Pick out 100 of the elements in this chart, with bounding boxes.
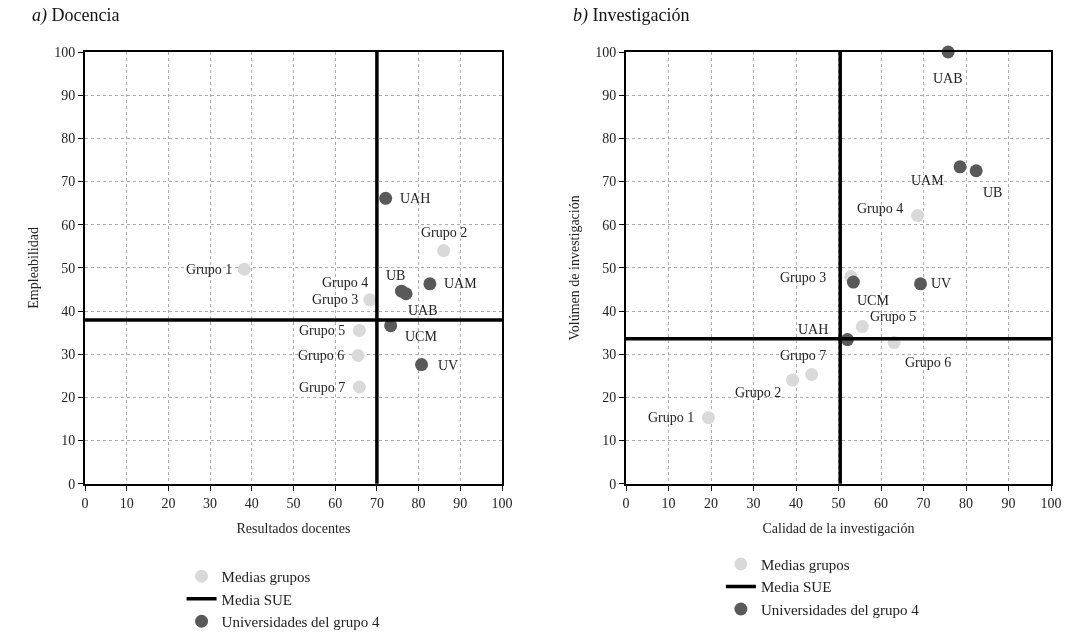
legend-label: Universidades del grupo 4 <box>221 614 380 631</box>
x-tick-label: 50 <box>286 495 301 511</box>
x-tick-label: 100 <box>491 495 513 511</box>
y-axis-title: Volúmen de investigación <box>567 195 583 341</box>
y-axis-title: Empleabilidad <box>26 227 42 309</box>
y-tick-label: 60 <box>61 217 76 233</box>
y-tick-label: 70 <box>61 174 76 190</box>
y-tick-label: 30 <box>61 347 76 363</box>
x-tick-label: 50 <box>831 495 846 511</box>
y-tick-label: 30 <box>602 347 617 363</box>
point <box>363 293 377 307</box>
y-tick-label: 90 <box>602 88 617 104</box>
x-tick-label: 30 <box>203 495 218 511</box>
annotation: UAH <box>400 191 431 206</box>
x-tick-label: 80 <box>959 495 973 511</box>
x-tick-label: 40 <box>789 495 803 511</box>
x-tick-label: 70 <box>916 495 931 511</box>
x-tick-label: 0 <box>622 495 630 511</box>
y-tick-label: 20 <box>602 390 617 406</box>
x-tick-label: 60 <box>874 495 888 511</box>
y-tick-label: 80 <box>602 131 617 147</box>
x-tick-label: 30 <box>746 495 761 511</box>
point <box>855 320 869 334</box>
x-tick-label: 10 <box>119 495 134 511</box>
annotation: UAB <box>408 303 438 318</box>
y-tick-label: 0 <box>609 476 617 492</box>
annotation: Grupo 2 <box>421 225 468 240</box>
chart-title: a) Docencia <box>32 5 120 26</box>
annotation: Grupo 4 <box>857 201 904 216</box>
y-tick-label: 70 <box>602 174 617 190</box>
point <box>911 209 925 223</box>
annotation: Grupo 7 <box>780 348 827 363</box>
annotation: Grupo 3 <box>780 270 827 285</box>
x-tick-label: 10 <box>661 495 676 511</box>
x-tick-label: 90 <box>1001 495 1016 511</box>
annotation: UAM <box>444 276 478 291</box>
x-axis-title: Calidad de la investigación <box>762 521 915 537</box>
x-tick-label: 70 <box>369 495 384 511</box>
legend-label: Medias grupos <box>221 569 311 586</box>
point <box>415 358 429 372</box>
annotation: UCM <box>857 293 890 308</box>
annotation: UAM <box>911 173 945 188</box>
y-tick-label: 100 <box>54 44 76 60</box>
y-tick-label: 50 <box>61 260 76 276</box>
x-tick-label: 90 <box>453 495 468 511</box>
point <box>953 160 967 174</box>
annotation: UB <box>983 185 1003 200</box>
point <box>351 349 365 362</box>
annotation: UV <box>438 358 459 373</box>
y-tick-label: 40 <box>61 303 76 319</box>
annotation: Grupo 3 <box>312 292 359 307</box>
point <box>914 277 928 291</box>
annotation: Grupo 4 <box>322 275 369 290</box>
annotation: Grupo 7 <box>299 380 346 395</box>
y-tick-label: 60 <box>602 217 617 233</box>
legend-label: Media SUE <box>221 591 292 608</box>
annotation: Grupo 6 <box>298 348 345 363</box>
point <box>846 275 860 289</box>
x-axis-title: Resultados docentes <box>236 521 351 537</box>
chart-title: b) Investigación <box>573 5 690 26</box>
point <box>352 380 366 394</box>
y-tick-label: 80 <box>61 131 76 147</box>
annotation: Grupo 1 <box>186 262 233 277</box>
annotation: Grupo 5 <box>870 309 917 324</box>
y-tick-label: 10 <box>61 433 76 449</box>
y-tick-label: 90 <box>61 88 76 104</box>
legend-label: Media SUE <box>760 579 832 596</box>
annotation: UB <box>386 268 406 283</box>
point <box>423 277 437 291</box>
x-tick-label: 40 <box>244 495 259 511</box>
x-tick-label: 100 <box>1040 495 1062 511</box>
x-tick-label: 0 <box>81 495 89 511</box>
point <box>969 164 983 178</box>
y-tick-label: 40 <box>602 303 617 319</box>
annotation: UAH <box>798 322 829 337</box>
point <box>437 244 451 258</box>
annotation: UCM <box>405 329 438 344</box>
annotation: Grupo 6 <box>905 355 952 370</box>
point <box>701 411 715 425</box>
x-tick-label: 80 <box>411 495 426 511</box>
annotation: Grupo 5 <box>299 323 346 338</box>
y-tick-label: 50 <box>602 260 617 276</box>
legend-label: Medias grupos <box>760 556 850 573</box>
point <box>237 262 251 276</box>
x-tick-label: 20 <box>161 495 176 511</box>
point <box>786 373 800 387</box>
x-tick-label: 60 <box>328 495 343 511</box>
point <box>399 287 413 301</box>
legend-label: Universidades del grupo 4 <box>760 601 920 618</box>
annotation: UAB <box>933 71 963 86</box>
y-tick-label: 10 <box>602 433 617 449</box>
point <box>805 368 819 381</box>
point <box>379 191 393 205</box>
point <box>352 323 366 337</box>
x-tick-label: 20 <box>704 495 718 511</box>
annotation: UV <box>931 276 952 291</box>
y-tick-label: 100 <box>595 44 617 60</box>
annotation: Grupo 1 <box>648 410 695 425</box>
y-tick-label: 0 <box>68 476 76 492</box>
annotation: Grupo 2 <box>735 385 782 400</box>
